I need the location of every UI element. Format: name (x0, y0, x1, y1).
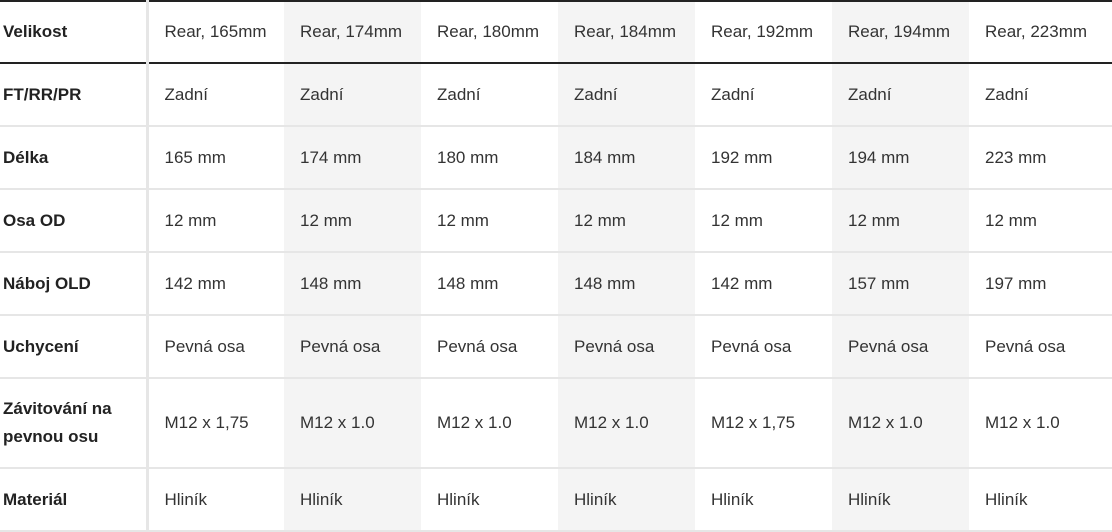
table-cell: Zadní (695, 63, 832, 127)
header-row: Velikost Rear, 165mm Rear, 174mm Rear, 180m… (0, 1, 1112, 64)
table-cell: Zadní (421, 63, 558, 127)
table-cell: Hliník (421, 468, 558, 532)
table-cell: 12 mm (284, 189, 421, 253)
table-cell: Hliník (695, 468, 832, 532)
table-cell: 194 mm (832, 126, 969, 190)
table-cell: Zadní (284, 63, 421, 127)
table-cell: 142 mm (695, 252, 832, 316)
row-label: Uchycení (0, 315, 149, 379)
column-header: Rear, 192mm (695, 1, 832, 64)
table-cell: Hliník (147, 468, 284, 532)
table-cell: 165 mm (147, 126, 284, 190)
table-cell: Pevná osa (147, 315, 284, 379)
table-cell: 12 mm (969, 189, 1112, 253)
table-cell: M12 x 1,75 (147, 378, 284, 469)
table-cell: Hliník (284, 468, 421, 532)
table-cell: Pevná osa (969, 315, 1112, 379)
table-cell: 148 mm (421, 252, 558, 316)
table-cell: M12 x 1.0 (284, 378, 421, 469)
row-label: Materiál (0, 468, 149, 532)
table-cell: Pevná osa (421, 315, 558, 379)
row-label: Náboj OLD (0, 252, 149, 316)
column-header: Rear, 174mm (284, 1, 421, 64)
table-cell: 12 mm (832, 189, 969, 253)
table-cell: M12 x 1,75 (695, 378, 832, 469)
table-cell: 192 mm (695, 126, 832, 190)
row-label: Velikost (0, 1, 149, 64)
table-cell: Zadní (969, 63, 1112, 127)
table-cell: Hliník (969, 468, 1112, 532)
row-label: Závitování na pevnou osu (0, 378, 149, 469)
table-row: Náboj OLD 142 mm 148 mm 148 mm 148 mm 142 mm 1… (0, 252, 1112, 316)
table-cell: Zadní (558, 63, 695, 127)
table-cell: 180 mm (421, 126, 558, 190)
table-row: Délka 165 mm 174 mm 180 mm 184 mm 192 mm 194 m… (0, 126, 1112, 190)
row-label: Délka (0, 126, 149, 190)
table-row: FT/RR/PR Zadní Zadní Zadní Zadní Zadní Zadní Za… (0, 63, 1112, 127)
table-row: Osa OD 12 mm 12 mm 12 mm 12 mm 12 mm 12 mm 12 m… (0, 189, 1112, 253)
table-cell: 148 mm (558, 252, 695, 316)
table-cell: Pevná osa (284, 315, 421, 379)
column-header: Rear, 194mm (832, 1, 969, 64)
table-cell: M12 x 1.0 (969, 378, 1112, 469)
table-cell: 12 mm (421, 189, 558, 253)
table-cell: M12 x 1.0 (421, 378, 558, 469)
table-cell: M12 x 1.0 (558, 378, 695, 469)
table-cell: 142 mm (147, 252, 284, 316)
table-cell: 184 mm (558, 126, 695, 190)
table-cell: Pevná osa (558, 315, 695, 379)
table-cell: 197 mm (969, 252, 1112, 316)
row-label: FT/RR/PR (0, 63, 149, 127)
table-cell: 223 mm (969, 126, 1112, 190)
column-header: Rear, 184mm (558, 1, 695, 64)
column-header: Rear, 223mm (969, 1, 1112, 64)
table-cell: Hliník (832, 468, 969, 532)
table-row: Materiál Hliník Hliník Hliník Hliník Hliník Hl… (0, 468, 1112, 532)
table-cell: Hliník (558, 468, 695, 532)
column-header: Rear, 180mm (421, 1, 558, 64)
table-cell: Pevná osa (695, 315, 832, 379)
table-cell: 157 mm (832, 252, 969, 316)
table-cell: 12 mm (147, 189, 284, 253)
table-cell: Pevná osa (832, 315, 969, 379)
table-cell: 12 mm (695, 189, 832, 253)
table-cell: 148 mm (284, 252, 421, 316)
table-cell: 12 mm (558, 189, 695, 253)
table-cell: M12 x 1.0 (832, 378, 969, 469)
table-cell: 174 mm (284, 126, 421, 190)
table-row: Uchycení Pevná osa Pevná osa Pevná osa Pevná… (0, 315, 1112, 379)
row-label: Osa OD (0, 189, 149, 253)
column-header: Rear, 165mm (147, 1, 284, 64)
table-cell: Zadní (832, 63, 969, 127)
table-row: Závitování na pevnou osu M12 x 1,75 M12 x … (0, 378, 1112, 469)
table-cell: Zadní (147, 63, 284, 127)
